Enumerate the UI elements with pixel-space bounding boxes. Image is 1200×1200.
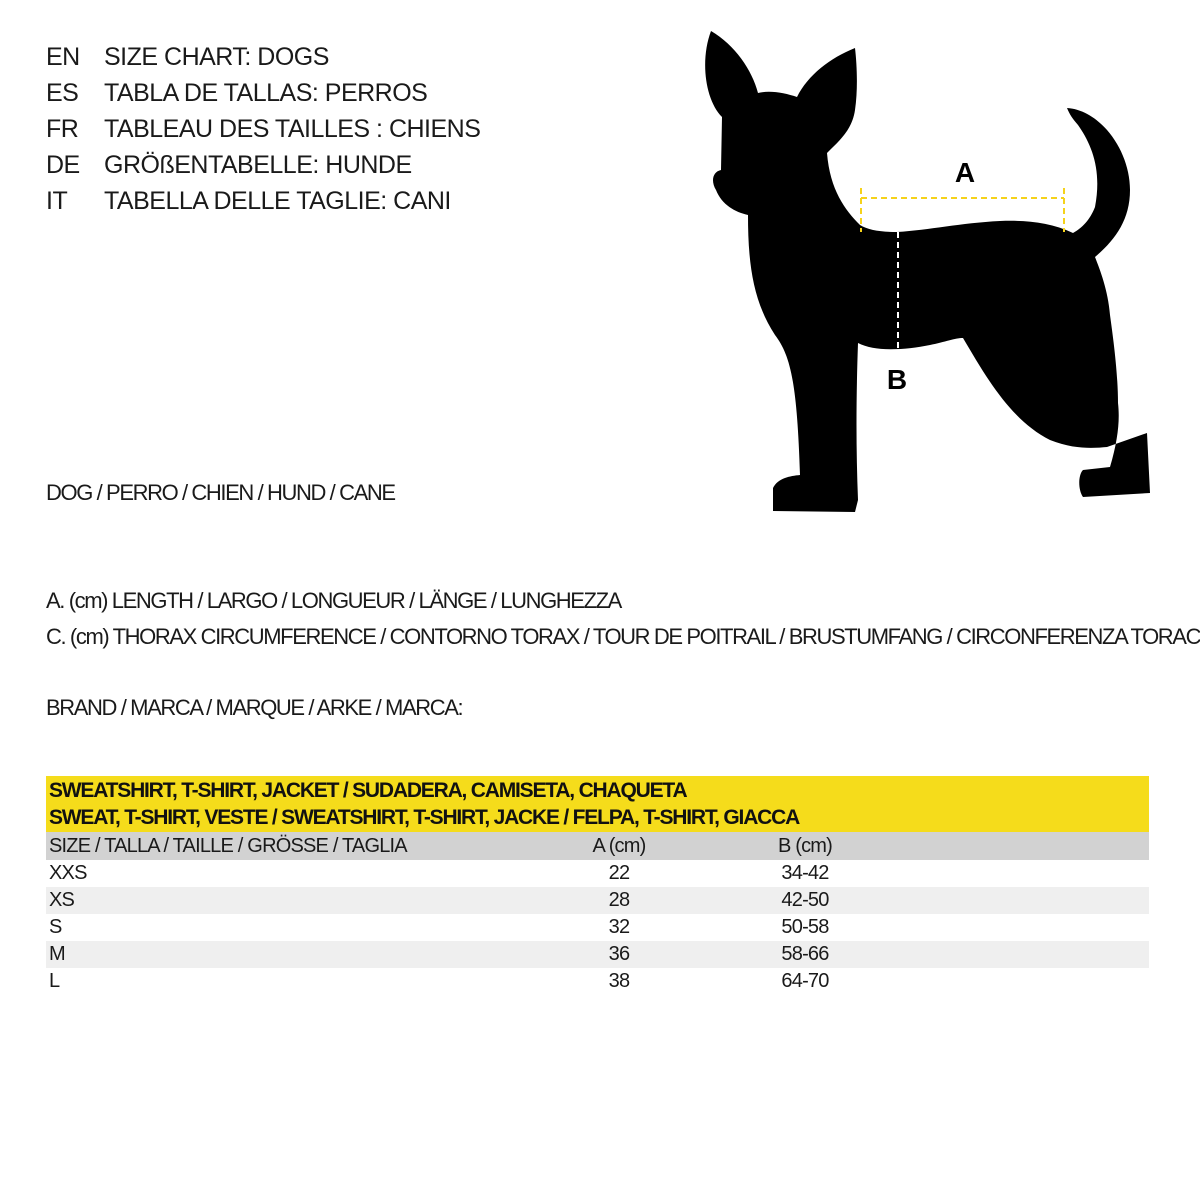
title-es: ES TABLA DE TALLAS: PERROS xyxy=(46,78,480,114)
brand-text: BRAND / MARCA / MARQUE / ARKE / MARCA: xyxy=(46,695,464,720)
cell-size: M xyxy=(49,943,66,965)
title-text: SIZE CHART: DOGS xyxy=(104,43,329,71)
table-title: SWEATSHIRT, T-SHIRT, JACKET / SUDADERA, … xyxy=(46,776,1149,832)
cell-b: 58-66 xyxy=(781,943,829,965)
table-row: L 38 64-70 xyxy=(46,968,1149,995)
lang-code: IT xyxy=(46,187,68,215)
cell-b: 50-58 xyxy=(781,916,829,938)
label-a: A xyxy=(955,157,975,188)
cell-a: 36 xyxy=(608,943,630,965)
table-row: XS 28 42-50 xyxy=(46,887,1149,914)
header-size: SIZE / TALLA / TAILLE / GRÖSSE / TAGLIA xyxy=(49,835,408,857)
dog-silhouette xyxy=(705,31,1150,512)
cell-size: XS xyxy=(49,889,75,911)
length-measure-line xyxy=(860,188,1065,232)
title-text: TABLEAU DES TAILLES : CHIENS xyxy=(104,115,481,143)
legend-a-text: A. (cm) LENGTH / LARGO / LONGUEUR / LÄNG… xyxy=(46,588,622,613)
header-b: B (cm) xyxy=(777,835,833,857)
cell-size: XXS xyxy=(49,862,87,884)
title-en: EN SIZE CHART: DOGS xyxy=(46,42,480,78)
cell-b: 34-42 xyxy=(781,862,829,884)
cell-b: 64-70 xyxy=(781,970,829,992)
title-de: DE GRÖßENTABELLE: HUNDE xyxy=(46,150,480,186)
brand-line: BRAND / MARCA / MARQUE / ARKE / MARCA: xyxy=(46,694,464,722)
dog-diagram: A B xyxy=(705,31,1150,512)
table-row: S 32 50-58 xyxy=(46,914,1149,941)
cell-a: 28 xyxy=(608,889,630,911)
cell-b: 42-50 xyxy=(781,889,829,911)
legend-c-text: C. (cm) THORAX CIRCUMFERENCE / CONTORNO … xyxy=(46,624,1200,649)
label-b: B xyxy=(887,364,907,395)
animal-line: DOG / PERRO / CHIEN / HUND / CANE xyxy=(46,479,396,507)
legend-c: C. (cm) THORAX CIRCUMFERENCE / CONTORNO … xyxy=(46,623,1200,651)
lang-code: EN xyxy=(46,43,80,71)
table-title-line2: SWEAT, T-SHIRT, VESTE / SWEATSHIRT, T-SH… xyxy=(49,806,800,829)
lang-code: FR xyxy=(46,115,79,143)
table-title-line1: SWEATSHIRT, T-SHIRT, JACKET / SUDADERA, … xyxy=(49,779,688,802)
lang-code: DE xyxy=(46,151,80,179)
header-a: A (cm) xyxy=(592,835,647,857)
animal-text: DOG / PERRO / CHIEN / HUND / CANE xyxy=(46,480,396,505)
cell-a: 22 xyxy=(608,862,630,884)
cell-a: 38 xyxy=(608,970,630,992)
table-row: M 36 58-66 xyxy=(46,941,1149,968)
cell-a: 32 xyxy=(608,916,630,938)
table-row: XXS 22 34-42 xyxy=(46,860,1149,887)
legend-a: A. (cm) LENGTH / LARGO / LONGUEUR / LÄNG… xyxy=(46,587,622,615)
lang-code: ES xyxy=(46,79,79,107)
title-text: TABELLA DELLE TAGLIE: CANI xyxy=(104,187,451,215)
cell-size: L xyxy=(49,970,60,992)
title-text: TABLA DE TALLAS: PERROS xyxy=(104,79,428,107)
size-table: SWEATSHIRT, T-SHIRT, JACKET / SUDADERA, … xyxy=(46,776,1149,995)
title-it: IT TABELLA DELLE TAGLIE: CANI xyxy=(46,186,480,222)
table-header-row: SIZE / TALLA / TAILLE / GRÖSSE / TAGLIA … xyxy=(46,832,1149,860)
title-text: GRÖßENTABELLE: HUNDE xyxy=(104,151,412,179)
title-fr: FR TABLEAU DES TAILLES : CHIENS xyxy=(46,114,481,150)
title-block: EN SIZE CHART: DOGS ES TABLA DE TALLAS: PE… xyxy=(46,42,481,222)
cell-size: S xyxy=(49,916,62,938)
